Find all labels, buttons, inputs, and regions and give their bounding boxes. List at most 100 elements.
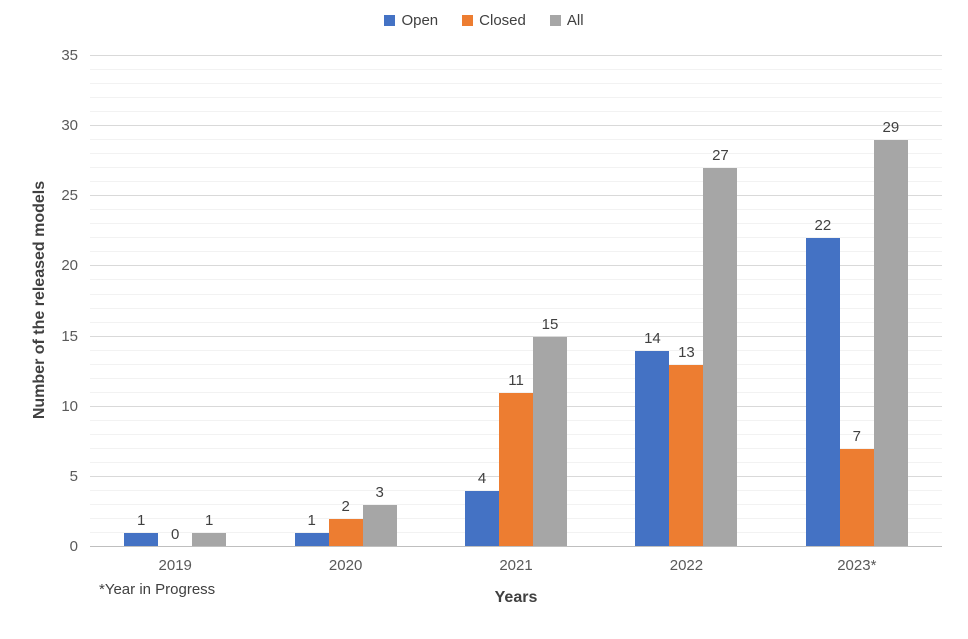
bar-value-label: 27 (712, 147, 729, 165)
y-tick-label: 30 (61, 117, 78, 135)
x-tick-label: 2023* (837, 557, 877, 574)
bar-value-label: 7 (852, 427, 861, 445)
x-tick-label: 2019 (158, 557, 192, 574)
gridline-major (90, 195, 942, 197)
y-axis-ticks: 0 5 10 15 20 25 30 35 (0, 48, 78, 555)
bar-wrap: 22 (805, 56, 840, 547)
bar-value-label: 4 (477, 469, 487, 487)
x-tick-label: 2022 (669, 557, 704, 574)
bar-wrap: 1 (124, 56, 159, 547)
bar-open (124, 532, 159, 547)
bar-wrap: 4 (465, 56, 500, 547)
bar-groups: 1 0 1 1 2 3 4 11 15 14 13 27 22 7 29 (90, 56, 942, 547)
y-tick-label: 5 (69, 467, 78, 485)
gridline-minor (90, 237, 942, 239)
gridline-major (90, 55, 942, 56)
gridline-minor (90, 349, 942, 351)
gridline-minor (90, 321, 942, 323)
gridline-minor (90, 307, 942, 309)
bar-value-label: 11 (508, 371, 524, 389)
gridline-minor (90, 223, 942, 225)
y-tick-label: 20 (61, 257, 78, 275)
bar-value-label: 1 (137, 511, 146, 529)
bar-all (703, 168, 738, 547)
bar-wrap: 29 (873, 56, 908, 547)
x-tick-label: 2021 (499, 557, 533, 574)
bar-group-2021: 4 11 15 (431, 56, 601, 547)
y-tick-label: 35 (61, 47, 78, 64)
x-axis-title: Years (494, 589, 538, 606)
bar-wrap: 7 (839, 56, 874, 547)
x-axis-line (90, 546, 942, 547)
bar-all (533, 336, 568, 547)
bar-all (362, 504, 397, 547)
bar-group-2023: 22 7 29 (772, 56, 942, 547)
bar-value-label: 14 (644, 329, 661, 347)
bar-all (192, 532, 227, 547)
legend-item-closed: Closed (462, 12, 526, 29)
gridline-minor (90, 377, 942, 379)
legend-item-all: All (549, 12, 584, 29)
bar-value-label: 15 (541, 315, 559, 333)
bar-closed (839, 448, 874, 547)
bar-value-label: 2 (341, 497, 350, 515)
bar-closed (328, 518, 363, 547)
bar-group-2019: 1 0 1 (90, 56, 260, 547)
bar-open (635, 350, 670, 547)
bar-group-2020: 1 2 3 (260, 56, 430, 547)
gridline-major (90, 335, 942, 337)
bar-open (465, 490, 500, 547)
gridline-major (90, 265, 942, 267)
bar-value-label: 3 (375, 483, 384, 501)
legend-item-open: Open (384, 12, 438, 29)
bar-group-2022: 14 13 27 (601, 56, 771, 547)
gridline-minor (90, 167, 942, 169)
bar-wrap: 11 (499, 56, 534, 547)
bar-closed (669, 364, 704, 547)
bar-all (873, 140, 908, 547)
gridline-minor (90, 209, 942, 211)
bar-closed (499, 392, 534, 547)
y-tick-label: 10 (61, 397, 78, 415)
legend-label: Closed (479, 12, 526, 29)
gridline-minor (90, 279, 942, 281)
bar-wrap: 0 (158, 56, 192, 547)
bar-value-label: 13 (678, 343, 695, 361)
bar-value-label: 1 (307, 511, 316, 529)
gridline-minor (90, 181, 942, 183)
gridline-minor (90, 97, 942, 99)
bar-wrap: 27 (703, 56, 738, 547)
bar-wrap: 15 (533, 56, 568, 547)
legend-label: Open (401, 12, 439, 29)
gridline-minor (90, 363, 942, 365)
y-tick-label: 15 (61, 327, 78, 345)
legend-swatch-closed-icon (462, 15, 474, 26)
bar-wrap: 13 (669, 56, 704, 547)
bar-value-label: 0 (171, 526, 180, 543)
gridline-minor (90, 83, 942, 85)
bar-open (294, 532, 329, 547)
legend-swatch-open-icon (384, 15, 396, 26)
bar-wrap: 3 (362, 56, 397, 547)
gridline-minor (90, 251, 942, 253)
footnote: *Year in Progress (99, 581, 216, 598)
y-tick-label: 25 (61, 187, 78, 205)
legend: Open Closed All (0, 12, 968, 29)
bar-value-label: 22 (814, 217, 832, 235)
bar-wrap: 14 (635, 56, 670, 547)
y-tick-label: 0 (69, 538, 78, 555)
legend-swatch-all-icon (549, 15, 561, 26)
gridline-minor (90, 139, 942, 141)
plot-area: 1 0 1 1 2 3 4 11 15 14 13 27 22 7 29 (90, 55, 942, 547)
x-axis-labels: 2019 2020 2021 2022 2023* (90, 557, 942, 574)
bar-value-label: 1 (205, 511, 214, 529)
bar-wrap: 1 (294, 56, 329, 547)
gridline-major (90, 125, 942, 127)
gridline-minor (90, 293, 942, 295)
legend-label: All (566, 12, 584, 29)
gridline-minor (90, 69, 942, 71)
bar-value-label: 29 (882, 119, 900, 137)
gridline-minor (90, 111, 942, 113)
gridline-minor (90, 153, 942, 155)
